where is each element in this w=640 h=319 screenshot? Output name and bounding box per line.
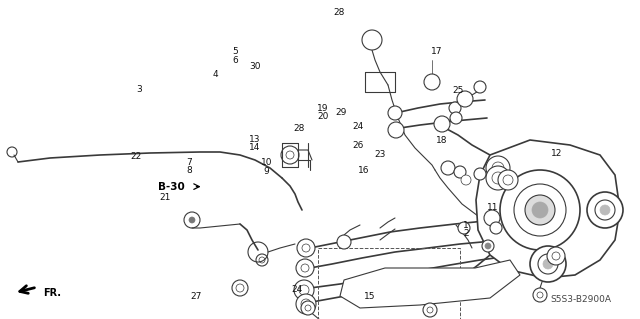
Text: 3: 3 — [137, 85, 142, 94]
Text: 2: 2 — [463, 229, 468, 238]
Polygon shape — [476, 140, 620, 278]
Text: FR.: FR. — [44, 287, 61, 298]
Text: B-30: B-30 — [158, 182, 185, 192]
Circle shape — [484, 210, 500, 226]
Text: S5S3-B2900A: S5S3-B2900A — [550, 295, 611, 304]
Text: 20: 20 — [317, 112, 328, 121]
Bar — [318, 248, 460, 319]
Circle shape — [424, 74, 440, 90]
Text: 12: 12 — [551, 149, 563, 158]
Circle shape — [441, 161, 455, 175]
Circle shape — [434, 116, 450, 132]
Text: 15: 15 — [364, 292, 376, 300]
Circle shape — [486, 156, 510, 180]
Text: 10: 10 — [260, 158, 272, 167]
Circle shape — [189, 217, 195, 223]
Circle shape — [485, 243, 491, 249]
Circle shape — [301, 301, 315, 315]
Text: 5: 5 — [233, 47, 238, 56]
Text: 19: 19 — [317, 104, 328, 113]
Circle shape — [498, 170, 518, 190]
Circle shape — [532, 202, 548, 218]
Text: 24: 24 — [353, 122, 364, 130]
Circle shape — [600, 205, 610, 215]
Polygon shape — [340, 260, 520, 308]
Circle shape — [533, 288, 547, 302]
Circle shape — [486, 166, 510, 190]
Text: 29: 29 — [335, 108, 347, 117]
Circle shape — [461, 175, 471, 185]
Circle shape — [595, 200, 615, 220]
Text: 24: 24 — [291, 285, 303, 293]
Circle shape — [503, 175, 513, 185]
Circle shape — [294, 280, 314, 300]
Circle shape — [296, 294, 316, 314]
Circle shape — [388, 106, 402, 120]
Text: 8: 8 — [187, 166, 192, 175]
Circle shape — [514, 184, 566, 236]
Circle shape — [296, 259, 314, 277]
Text: 9: 9 — [264, 167, 269, 176]
Circle shape — [337, 235, 351, 249]
Text: 22: 22 — [130, 152, 141, 161]
Text: 14: 14 — [249, 143, 260, 152]
Text: 28: 28 — [294, 124, 305, 133]
Circle shape — [450, 112, 462, 124]
Circle shape — [538, 254, 558, 274]
Text: 11: 11 — [487, 204, 499, 212]
Text: 25: 25 — [452, 86, 464, 95]
Circle shape — [492, 172, 504, 184]
Circle shape — [423, 303, 437, 317]
Circle shape — [297, 239, 315, 257]
Circle shape — [490, 222, 502, 234]
Text: 23: 23 — [374, 150, 386, 159]
Circle shape — [530, 246, 566, 282]
Circle shape — [547, 247, 565, 265]
Circle shape — [458, 222, 470, 234]
Text: 30: 30 — [249, 63, 260, 71]
Circle shape — [474, 81, 486, 93]
Circle shape — [482, 240, 494, 252]
Text: 17: 17 — [431, 47, 442, 56]
Text: 27: 27 — [190, 292, 202, 300]
Text: 26: 26 — [353, 141, 364, 150]
Circle shape — [388, 122, 404, 138]
Text: 13: 13 — [249, 135, 260, 144]
Text: 6: 6 — [233, 56, 238, 65]
Text: 1: 1 — [463, 221, 468, 230]
Text: 21: 21 — [159, 193, 171, 202]
Circle shape — [525, 195, 555, 225]
Text: 16: 16 — [358, 166, 369, 175]
Text: 18: 18 — [436, 136, 447, 145]
Circle shape — [449, 102, 461, 114]
Text: 7: 7 — [187, 158, 192, 167]
Circle shape — [587, 192, 623, 228]
Text: 28: 28 — [333, 8, 345, 17]
Circle shape — [492, 162, 504, 174]
Circle shape — [454, 166, 466, 178]
Circle shape — [474, 168, 486, 180]
Circle shape — [500, 170, 580, 250]
Circle shape — [362, 30, 382, 50]
Circle shape — [457, 91, 473, 107]
Circle shape — [543, 259, 553, 269]
Text: 4: 4 — [212, 70, 218, 79]
Circle shape — [446, 281, 462, 297]
